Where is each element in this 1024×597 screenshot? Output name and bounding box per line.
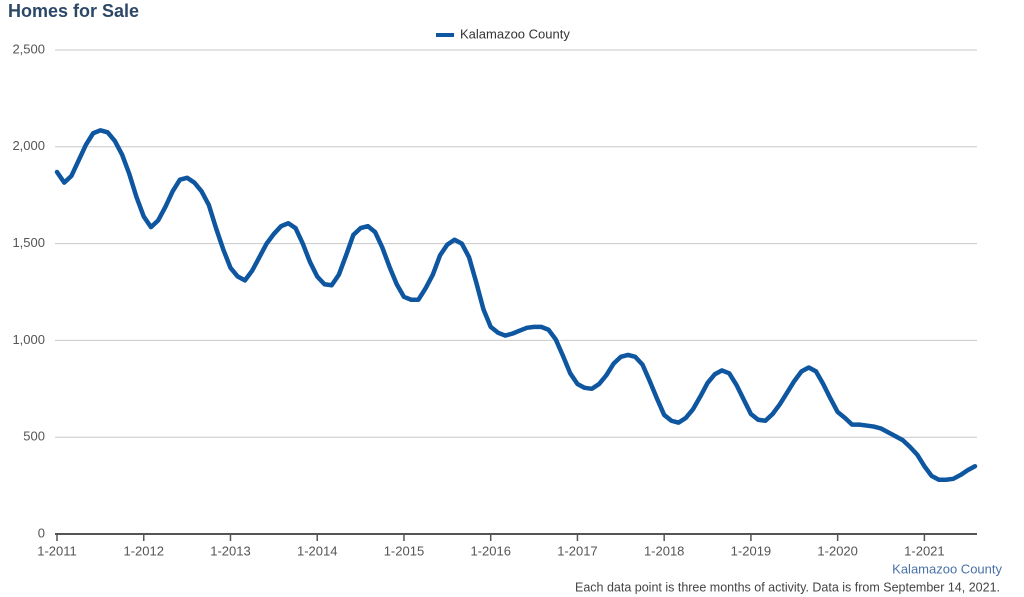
- footnote: Each data point is three months of activ…: [575, 580, 1000, 594]
- x-tick-label: 1-2012: [123, 543, 163, 558]
- x-tick-label: 1-2013: [210, 543, 250, 558]
- chart-title: Homes for Sale: [8, 1, 139, 21]
- legend-label: Kalamazoo County: [460, 26, 570, 41]
- x-tick-label: 1-2019: [731, 543, 771, 558]
- y-tick-label: 2,000: [12, 138, 45, 153]
- x-tick-label: 1-2017: [557, 543, 597, 558]
- x-tick-label: 1-2011: [37, 543, 77, 558]
- y-tick-label: 500: [23, 429, 45, 444]
- x-tick-label: 1-2018: [644, 543, 684, 558]
- y-tick-label: 1,500: [12, 235, 45, 250]
- y-tick-label: 2,500: [12, 41, 45, 56]
- x-tick-label: 1-2014: [297, 543, 337, 558]
- annotation: Kalamazoo County: [892, 561, 1002, 576]
- data-line: [54, 128, 978, 483]
- x-tick-label: 1-2020: [817, 543, 857, 558]
- x-tick-label: 1-2021: [904, 543, 944, 558]
- y-tick-label: 1,000: [12, 332, 45, 347]
- x-tick-label: 1-2016: [470, 543, 510, 558]
- x-tick-label: 1-2015: [384, 543, 424, 558]
- y-tick-label: 0: [38, 525, 45, 540]
